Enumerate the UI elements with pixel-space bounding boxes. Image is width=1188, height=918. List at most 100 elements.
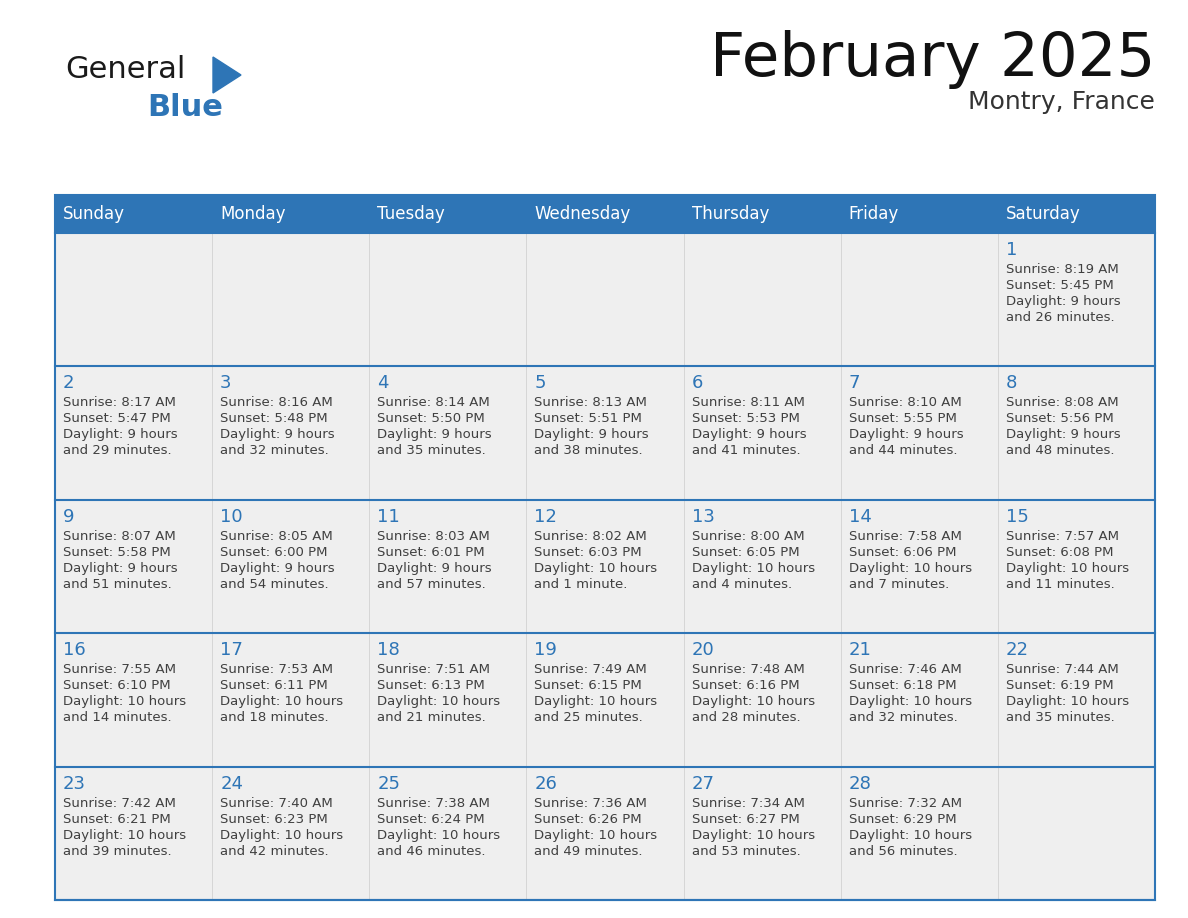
Text: Sunrise: 8:13 AM: Sunrise: 8:13 AM bbox=[535, 397, 647, 409]
Text: and 46 minutes.: and 46 minutes. bbox=[378, 845, 486, 857]
Bar bbox=[841, 499, 998, 633]
Text: Sunrise: 8:00 AM: Sunrise: 8:00 AM bbox=[691, 530, 804, 543]
Text: Sunset: 6:19 PM: Sunset: 6:19 PM bbox=[1006, 679, 1113, 692]
Text: Sunrise: 7:42 AM: Sunrise: 7:42 AM bbox=[63, 797, 176, 810]
Text: Sunrise: 8:03 AM: Sunrise: 8:03 AM bbox=[378, 530, 489, 543]
Text: 16: 16 bbox=[63, 641, 86, 659]
Text: Daylight: 10 hours: Daylight: 10 hours bbox=[691, 562, 815, 575]
Text: Sunset: 5:53 PM: Sunset: 5:53 PM bbox=[691, 412, 800, 425]
Text: 7: 7 bbox=[848, 375, 860, 392]
Bar bbox=[841, 633, 998, 767]
Text: 22: 22 bbox=[1006, 641, 1029, 659]
Text: Daylight: 10 hours: Daylight: 10 hours bbox=[535, 562, 657, 575]
Text: Daylight: 9 hours: Daylight: 9 hours bbox=[378, 562, 492, 575]
Text: and 29 minutes.: and 29 minutes. bbox=[63, 444, 171, 457]
Text: Daylight: 9 hours: Daylight: 9 hours bbox=[63, 429, 178, 442]
Bar bbox=[683, 233, 841, 366]
Bar bbox=[213, 633, 369, 767]
Text: 17: 17 bbox=[220, 641, 244, 659]
Text: Sunset: 6:05 PM: Sunset: 6:05 PM bbox=[691, 546, 800, 559]
Text: 4: 4 bbox=[378, 375, 388, 392]
Text: and 35 minutes.: and 35 minutes. bbox=[1006, 711, 1114, 724]
Bar bbox=[526, 233, 683, 366]
Text: 12: 12 bbox=[535, 508, 557, 526]
Bar bbox=[526, 633, 683, 767]
Bar bbox=[683, 767, 841, 900]
Text: and 53 minutes.: and 53 minutes. bbox=[691, 845, 801, 857]
Text: and 4 minutes.: and 4 minutes. bbox=[691, 577, 791, 591]
Text: Sunset: 5:55 PM: Sunset: 5:55 PM bbox=[848, 412, 956, 425]
Bar bbox=[526, 366, 683, 499]
Text: Daylight: 9 hours: Daylight: 9 hours bbox=[220, 562, 335, 575]
Text: Sunday: Sunday bbox=[63, 205, 125, 223]
Bar bbox=[998, 633, 1155, 767]
Text: and 14 minutes.: and 14 minutes. bbox=[63, 711, 171, 724]
Polygon shape bbox=[213, 57, 241, 93]
Bar bbox=[369, 767, 526, 900]
Text: 23: 23 bbox=[63, 775, 86, 792]
Text: Sunrise: 7:46 AM: Sunrise: 7:46 AM bbox=[848, 663, 961, 677]
Text: Sunrise: 7:58 AM: Sunrise: 7:58 AM bbox=[848, 530, 961, 543]
Text: Thursday: Thursday bbox=[691, 205, 769, 223]
Text: and 18 minutes.: and 18 minutes. bbox=[220, 711, 329, 724]
Text: Blue: Blue bbox=[147, 93, 223, 122]
Text: Daylight: 10 hours: Daylight: 10 hours bbox=[1006, 695, 1129, 708]
Text: Sunrise: 7:38 AM: Sunrise: 7:38 AM bbox=[378, 797, 491, 810]
Text: Daylight: 9 hours: Daylight: 9 hours bbox=[535, 429, 649, 442]
Text: Sunrise: 7:48 AM: Sunrise: 7:48 AM bbox=[691, 663, 804, 677]
Text: Sunset: 6:26 PM: Sunset: 6:26 PM bbox=[535, 812, 642, 825]
Bar bbox=[55, 633, 213, 767]
Text: 20: 20 bbox=[691, 641, 714, 659]
Text: 28: 28 bbox=[848, 775, 872, 792]
Text: Sunset: 6:06 PM: Sunset: 6:06 PM bbox=[848, 546, 956, 559]
Text: Daylight: 10 hours: Daylight: 10 hours bbox=[535, 695, 657, 708]
Bar bbox=[683, 499, 841, 633]
Text: and 7 minutes.: and 7 minutes. bbox=[848, 577, 949, 591]
Text: Sunrise: 7:36 AM: Sunrise: 7:36 AM bbox=[535, 797, 647, 810]
Text: Daylight: 10 hours: Daylight: 10 hours bbox=[63, 695, 187, 708]
Text: Daylight: 9 hours: Daylight: 9 hours bbox=[1006, 429, 1120, 442]
Bar bbox=[998, 233, 1155, 366]
Text: Sunrise: 8:14 AM: Sunrise: 8:14 AM bbox=[378, 397, 489, 409]
Text: Sunrise: 8:08 AM: Sunrise: 8:08 AM bbox=[1006, 397, 1118, 409]
Text: Daylight: 10 hours: Daylight: 10 hours bbox=[691, 829, 815, 842]
Text: Friday: Friday bbox=[848, 205, 899, 223]
Text: 21: 21 bbox=[848, 641, 872, 659]
Text: and 35 minutes.: and 35 minutes. bbox=[378, 444, 486, 457]
Bar bbox=[55, 195, 1155, 233]
Text: Daylight: 9 hours: Daylight: 9 hours bbox=[691, 429, 807, 442]
Text: Sunset: 5:58 PM: Sunset: 5:58 PM bbox=[63, 546, 171, 559]
Text: Sunset: 6:13 PM: Sunset: 6:13 PM bbox=[378, 679, 485, 692]
Bar bbox=[369, 233, 526, 366]
Text: Daylight: 9 hours: Daylight: 9 hours bbox=[220, 429, 335, 442]
Text: Sunrise: 7:53 AM: Sunrise: 7:53 AM bbox=[220, 663, 333, 677]
Text: 26: 26 bbox=[535, 775, 557, 792]
Bar bbox=[213, 499, 369, 633]
Text: Sunrise: 8:19 AM: Sunrise: 8:19 AM bbox=[1006, 263, 1119, 276]
Text: Daylight: 10 hours: Daylight: 10 hours bbox=[848, 829, 972, 842]
Bar bbox=[998, 499, 1155, 633]
Bar bbox=[213, 233, 369, 366]
Text: and 25 minutes.: and 25 minutes. bbox=[535, 711, 643, 724]
Text: and 32 minutes.: and 32 minutes. bbox=[848, 711, 958, 724]
Text: 3: 3 bbox=[220, 375, 232, 392]
Text: Sunset: 6:08 PM: Sunset: 6:08 PM bbox=[1006, 546, 1113, 559]
Text: Sunset: 6:11 PM: Sunset: 6:11 PM bbox=[220, 679, 328, 692]
Text: and 11 minutes.: and 11 minutes. bbox=[1006, 577, 1114, 591]
Text: Daylight: 10 hours: Daylight: 10 hours bbox=[1006, 562, 1129, 575]
Text: Sunset: 6:16 PM: Sunset: 6:16 PM bbox=[691, 679, 800, 692]
Bar bbox=[841, 233, 998, 366]
Text: 15: 15 bbox=[1006, 508, 1029, 526]
Text: 11: 11 bbox=[378, 508, 400, 526]
Bar bbox=[526, 499, 683, 633]
Bar bbox=[841, 366, 998, 499]
Text: and 1 minute.: and 1 minute. bbox=[535, 577, 627, 591]
Text: Sunrise: 7:44 AM: Sunrise: 7:44 AM bbox=[1006, 663, 1119, 677]
Bar bbox=[998, 366, 1155, 499]
Text: Daylight: 10 hours: Daylight: 10 hours bbox=[535, 829, 657, 842]
Text: Daylight: 10 hours: Daylight: 10 hours bbox=[220, 829, 343, 842]
Text: Daylight: 10 hours: Daylight: 10 hours bbox=[378, 829, 500, 842]
Text: Montry, France: Montry, France bbox=[968, 90, 1155, 114]
Text: Sunset: 6:00 PM: Sunset: 6:00 PM bbox=[220, 546, 328, 559]
Text: and 56 minutes.: and 56 minutes. bbox=[848, 845, 958, 857]
